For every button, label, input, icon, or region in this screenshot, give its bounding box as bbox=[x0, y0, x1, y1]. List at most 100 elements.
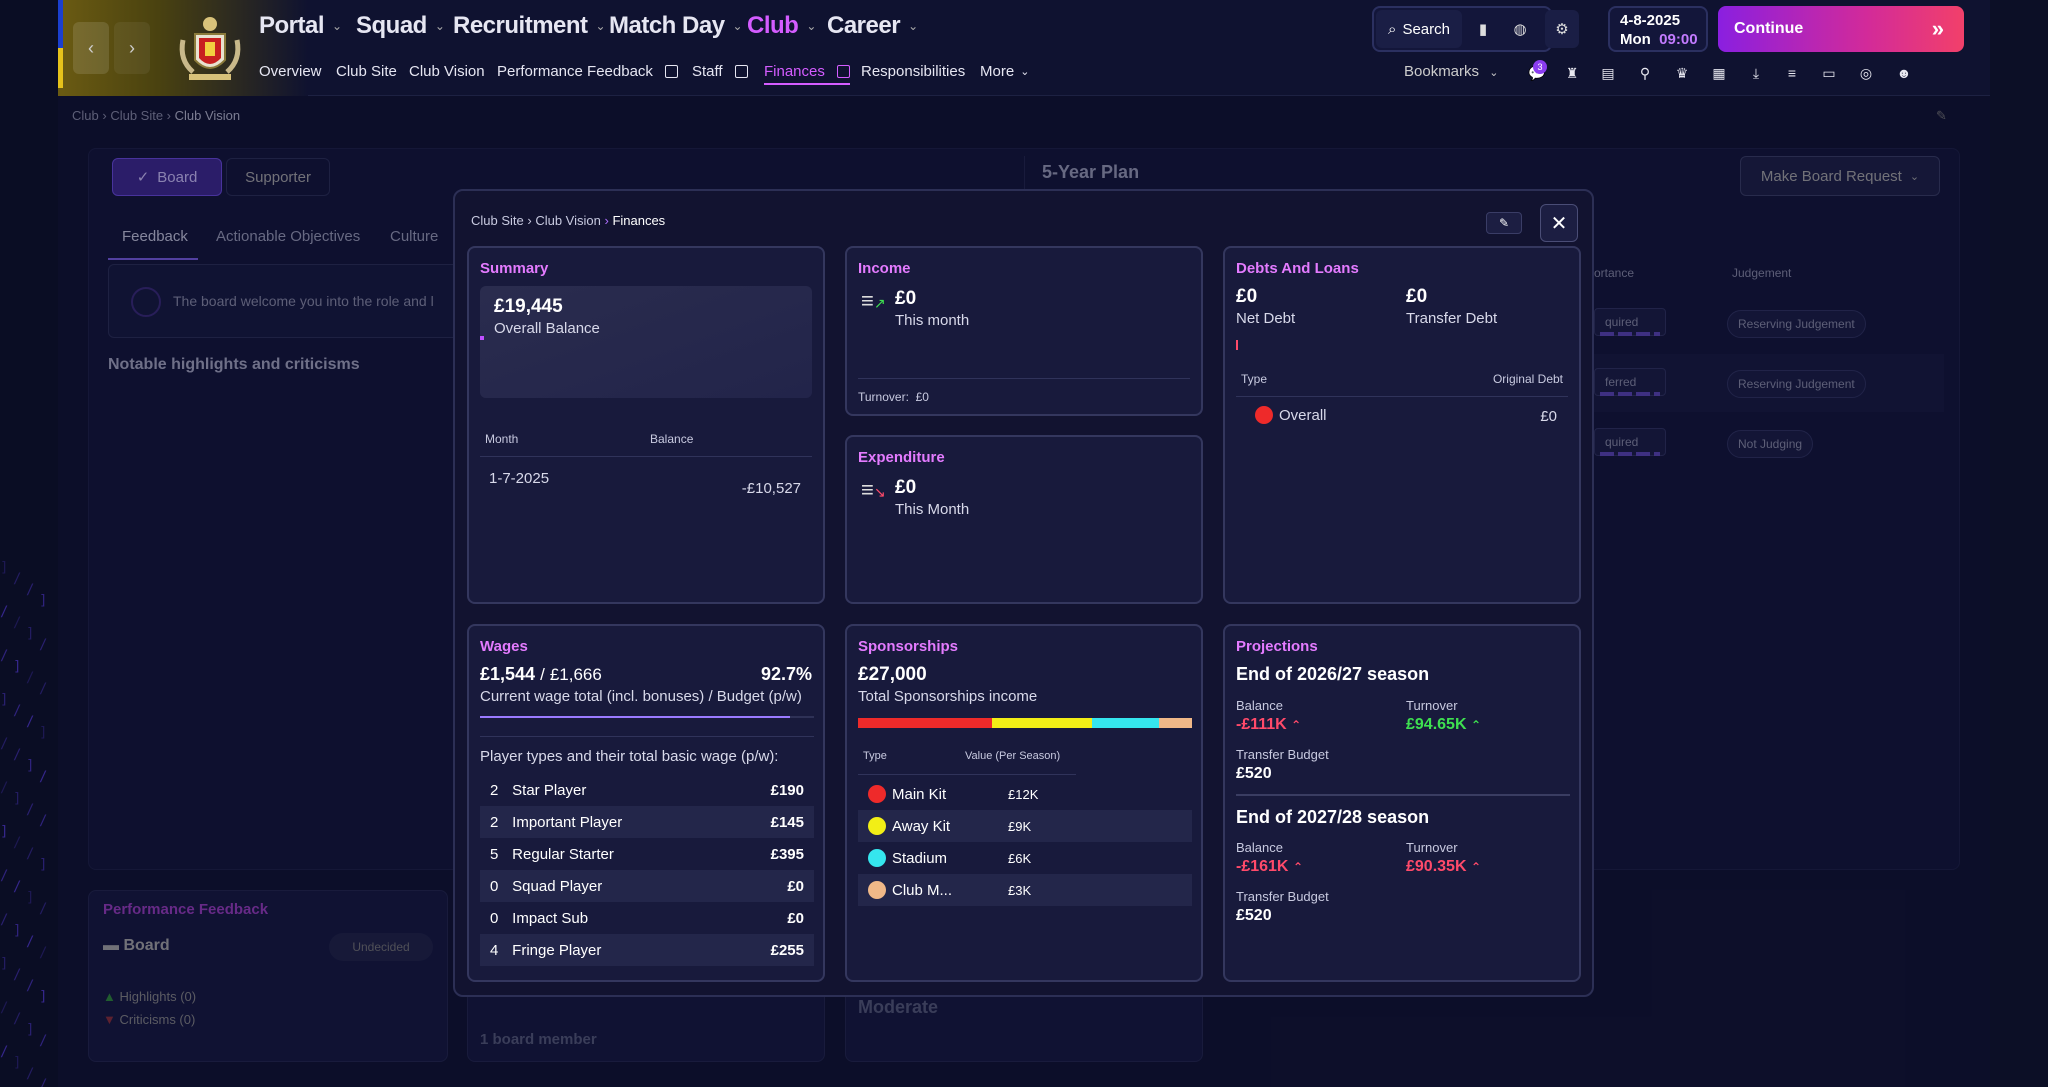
menu-label: Portal bbox=[259, 12, 325, 39]
judgement-text: Reserving Judgement bbox=[1738, 317, 1855, 331]
pattern-glyph: / bbox=[13, 879, 22, 895]
sub-club-site[interactable]: Club Site bbox=[336, 63, 397, 80]
sponsor-type: Club M... bbox=[892, 881, 953, 899]
pattern-glyph: / bbox=[0, 868, 9, 884]
staff-icon[interactable]: ☻ bbox=[1896, 65, 1912, 81]
divider bbox=[480, 736, 814, 737]
trophy-icon[interactable]: ♛ bbox=[1675, 64, 1689, 81]
back-button[interactable]: ‹ bbox=[73, 22, 109, 74]
external-link-icon bbox=[734, 65, 748, 78]
chevron-left-icon: ‹ bbox=[88, 37, 94, 58]
sponsor-type: Main Kit bbox=[892, 785, 947, 803]
criticisms-count[interactable]: Criticisms (0) bbox=[119, 1012, 196, 1027]
menu-recruitment[interactable]: Recruitment ⌄ bbox=[453, 12, 606, 40]
finances-stack-icon[interactable]: ≡ bbox=[1787, 65, 1797, 81]
tab-feedback[interactable]: Feedback bbox=[122, 228, 188, 245]
settings-button[interactable]: ⚙ bbox=[1545, 10, 1579, 48]
sub-club-vision[interactable]: Club Vision bbox=[409, 63, 485, 80]
chevron-down-icon: ⌄ bbox=[1020, 66, 1030, 78]
request-label: Make Board Request bbox=[1760, 167, 1902, 185]
date-time-display[interactable]: 4-8-2025 Mon 09:00 bbox=[1608, 6, 1708, 52]
wage-type-value: £395 bbox=[770, 845, 804, 863]
close-button[interactable]: ✕ bbox=[1540, 204, 1578, 242]
wage-type-row: 2 Star Player £190 bbox=[480, 774, 814, 806]
pattern-glyph: / bbox=[26, 846, 35, 862]
edit-button[interactable]: ✎ bbox=[1486, 212, 1522, 234]
toggle-board[interactable]: ✓ Board bbox=[112, 158, 222, 196]
kit-icon[interactable]: ♜ bbox=[1565, 64, 1579, 81]
menu-match-day[interactable]: Match Day ⌄ bbox=[609, 12, 743, 40]
toggle-label: Board bbox=[157, 168, 198, 186]
target-icon[interactable]: ◎ bbox=[1859, 64, 1873, 81]
sponsor-color-dot bbox=[868, 785, 886, 803]
column-header: Value (Per Season) bbox=[965, 750, 1061, 762]
toggle-supporter[interactable]: Supporter bbox=[226, 158, 330, 196]
wage-type-value: £0 bbox=[787, 909, 804, 927]
sponsorship-bar-segment bbox=[1091, 718, 1159, 728]
wage-type-count: 5 bbox=[490, 845, 499, 863]
pattern-glyph: / bbox=[13, 615, 22, 631]
menu-portal[interactable]: Portal ⌄ bbox=[259, 12, 342, 40]
tab-actionable-objectives[interactable]: Actionable Objectives bbox=[216, 228, 360, 245]
sponsorship-row: Club M... £3K bbox=[858, 874, 1192, 906]
welcome-message: The board welcome you into the role and … bbox=[108, 264, 468, 338]
sub-performance-feedback[interactable]: Performance Feedback bbox=[497, 63, 678, 80]
menu-label: Squad bbox=[356, 12, 427, 39]
breadcrumb-item[interactable]: Club Site bbox=[471, 213, 524, 228]
pattern-glyph: / bbox=[13, 1011, 22, 1027]
pattern-glyph: ] bbox=[39, 989, 48, 1005]
menu-career[interactable]: Career ⌄ bbox=[827, 12, 918, 40]
news-icon[interactable]: ▤ bbox=[1601, 64, 1615, 81]
wage-type-value: £255 bbox=[770, 941, 804, 959]
sub-responsibilities[interactable]: Responsibilities bbox=[861, 63, 965, 80]
breadcrumb-item[interactable]: Club bbox=[72, 108, 99, 123]
highlights-count[interactable]: Highlights (0) bbox=[119, 989, 197, 1004]
overall-balance-value: £19,445 bbox=[494, 296, 563, 317]
breadcrumb-item[interactable]: Club Vision bbox=[535, 213, 601, 228]
calendar-icon[interactable]: ▦ bbox=[1712, 64, 1726, 81]
make-board-request-button[interactable]: Make Board Request ⌄ bbox=[1740, 156, 1940, 196]
sub-overview[interactable]: Overview bbox=[259, 63, 322, 80]
club-stripe-blue bbox=[58, 0, 63, 48]
wage-type-value: £0 bbox=[787, 877, 804, 895]
menu-squad[interactable]: Squad ⌄ bbox=[356, 12, 445, 40]
ticket-icon[interactable]: ▭ bbox=[1822, 64, 1836, 81]
chevron-down-icon: ⌄ bbox=[908, 19, 918, 33]
expenditure-value: £0 bbox=[895, 477, 917, 498]
pattern-glyph: ] bbox=[39, 593, 48, 609]
sponsorship-bar-segment bbox=[1158, 718, 1192, 728]
sponsorship-row: Stadium £6K bbox=[858, 842, 1192, 874]
wage-type-count: 2 bbox=[490, 781, 499, 799]
bookmarks-dropdown[interactable]: Bookmarks ⌄ bbox=[1404, 63, 1498, 80]
sponsorship-bar bbox=[858, 718, 1192, 728]
search-button[interactable]: ⌕ Search bbox=[1376, 10, 1462, 48]
sub-more[interactable]: More ⌄ bbox=[980, 63, 1029, 80]
menu-club[interactable]: Club ⌄ bbox=[747, 12, 816, 40]
pattern-glyph: / bbox=[39, 901, 48, 917]
pencil-icon[interactable]: ✎ bbox=[1936, 108, 1947, 123]
scouting-icon[interactable]: ⚲ bbox=[1639, 64, 1651, 81]
sub-label: Performance Feedback bbox=[497, 63, 653, 80]
wages-card: Wages £1,544 / £1,666 92.7% Current wage… bbox=[467, 624, 825, 982]
pattern-glyph: / bbox=[39, 945, 48, 961]
sub-staff[interactable]: Staff bbox=[692, 63, 748, 80]
tab-culture[interactable]: Culture bbox=[390, 228, 438, 245]
breadcrumb-item[interactable]: Club Site bbox=[110, 108, 164, 123]
forward-button[interactable]: › bbox=[114, 22, 150, 74]
column-header: Type bbox=[863, 750, 887, 762]
bookmark-button[interactable]: ▮ bbox=[1466, 10, 1500, 48]
download-icon[interactable]: ⤓ bbox=[1752, 64, 1760, 81]
pattern-glyph: / bbox=[13, 703, 22, 719]
continue-button[interactable]: Continue » bbox=[1718, 6, 1964, 52]
importance-bar bbox=[1600, 392, 1660, 396]
close-icon: ✕ bbox=[1550, 212, 1568, 235]
projection-label: Balance bbox=[1236, 698, 1283, 713]
projection-balance: -£161K bbox=[1236, 858, 1289, 875]
wage-percent: 92.7% bbox=[760, 664, 812, 684]
globe-button[interactable]: ◍ bbox=[1503, 10, 1537, 48]
column-header: Original Debt bbox=[1492, 372, 1563, 386]
sub-finances[interactable]: Finances bbox=[764, 63, 850, 85]
club-crest-logo[interactable] bbox=[175, 10, 245, 86]
tab-label: Culture bbox=[390, 228, 439, 245]
tab-label: Feedback bbox=[122, 228, 188, 245]
